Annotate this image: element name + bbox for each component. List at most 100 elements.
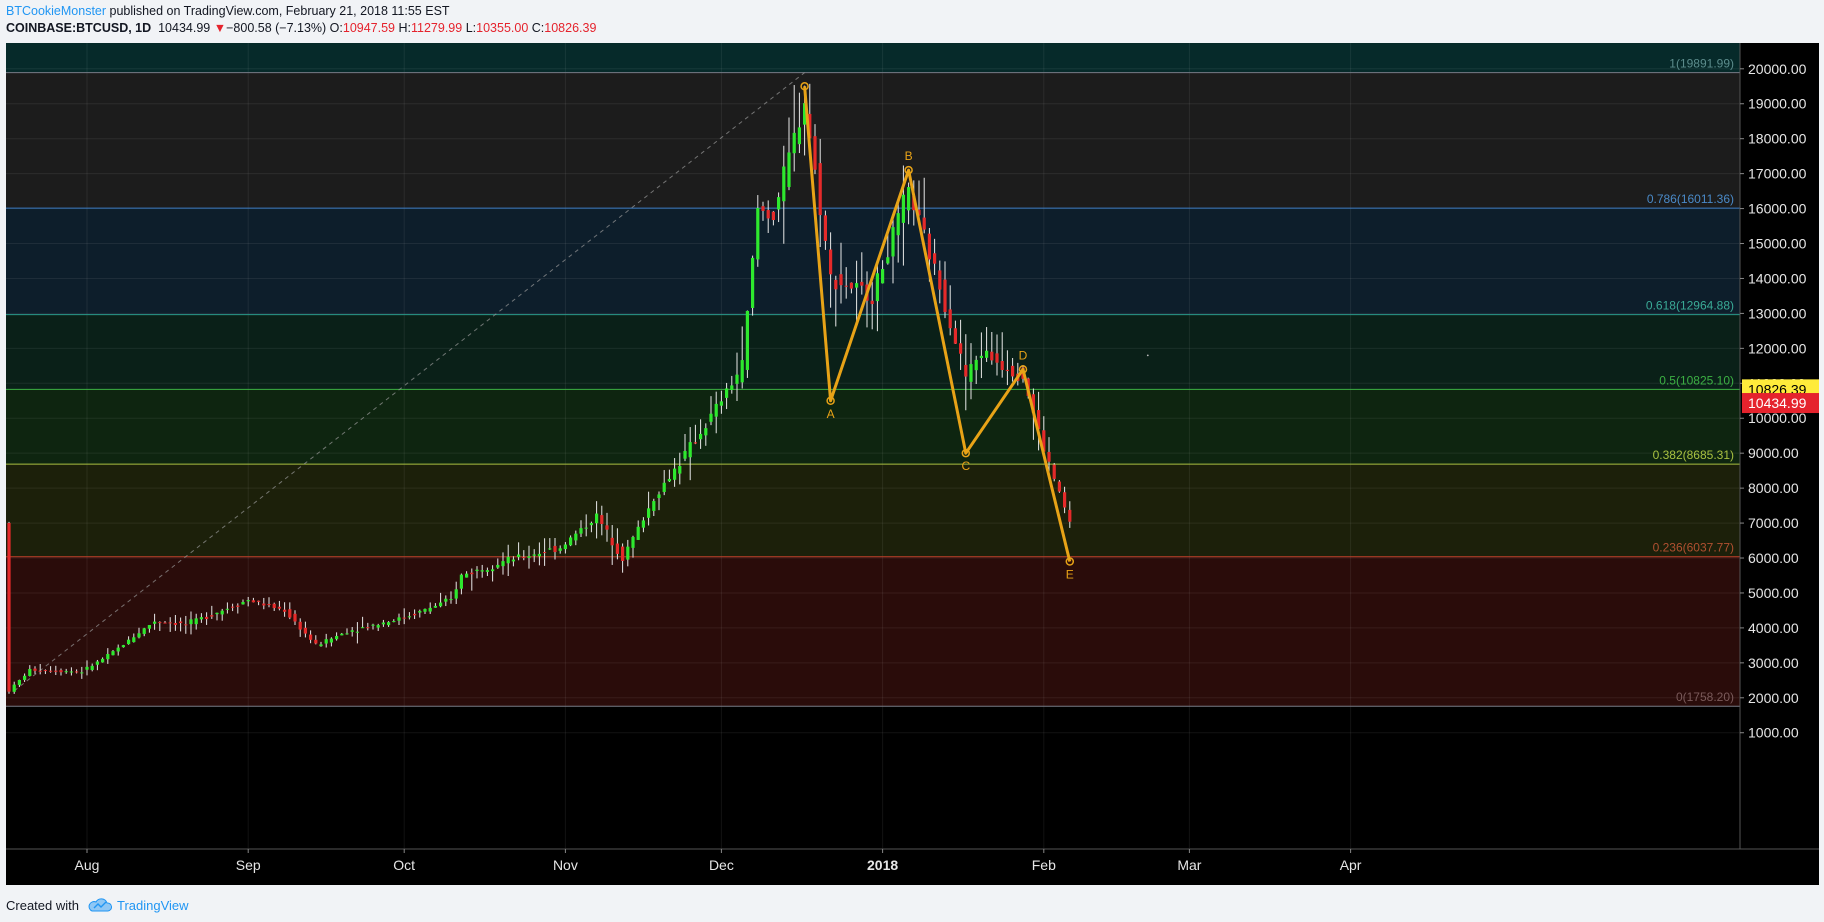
candle-body[interactable] xyxy=(943,279,947,313)
candle-body[interactable] xyxy=(475,569,479,572)
candle-body[interactable] xyxy=(350,630,354,632)
candle-body[interactable] xyxy=(517,554,521,558)
pattern-point[interactable] xyxy=(904,165,913,175)
candle-body[interactable] xyxy=(605,525,609,530)
candle-body[interactable] xyxy=(168,622,172,624)
candle-body[interactable] xyxy=(537,553,541,557)
candle-body[interactable] xyxy=(875,273,879,302)
candle-body[interactable] xyxy=(719,401,723,406)
candle-body[interactable] xyxy=(777,197,781,210)
candle-body[interactable] xyxy=(54,670,58,672)
candle-body[interactable] xyxy=(787,152,791,188)
candle-body[interactable] xyxy=(584,527,588,529)
candle-body[interactable] xyxy=(205,616,209,620)
candle-body[interactable] xyxy=(839,274,843,286)
candle-body[interactable] xyxy=(215,612,219,615)
candle-body[interactable] xyxy=(257,600,261,602)
candle-body[interactable] xyxy=(938,270,942,290)
candle-body[interactable] xyxy=(267,603,271,605)
candle-body[interactable] xyxy=(423,608,427,612)
candle-body[interactable] xyxy=(948,309,952,329)
candle-body[interactable] xyxy=(886,257,890,264)
candle-body[interactable] xyxy=(756,207,760,260)
candle-body[interactable] xyxy=(678,466,682,474)
candle-body[interactable] xyxy=(881,268,885,284)
candle-body[interactable] xyxy=(610,537,614,546)
candle-body[interactable] xyxy=(1068,509,1072,522)
candle-body[interactable] xyxy=(699,433,703,440)
candle-body[interactable] xyxy=(262,603,266,606)
candle-body[interactable] xyxy=(626,546,630,560)
candle-body[interactable] xyxy=(444,598,448,602)
candle-body[interactable] xyxy=(860,281,864,286)
pattern-point[interactable] xyxy=(1018,365,1028,374)
candle-body[interactable] xyxy=(891,227,895,257)
candle-body[interactable] xyxy=(184,624,188,626)
candle-body[interactable] xyxy=(319,644,323,647)
candle-body[interactable] xyxy=(792,132,796,154)
candle-body[interactable] xyxy=(735,374,739,384)
price-chart[interactable]: 1(19891.99) 0.786(16011.36) 0.618(12964.88… xyxy=(6,43,1819,885)
candle-body[interactable] xyxy=(236,605,240,607)
candle-body[interactable] xyxy=(111,651,115,656)
candle-body[interactable] xyxy=(849,282,853,289)
candle-body[interactable] xyxy=(59,670,63,673)
pattern-point[interactable] xyxy=(800,82,809,91)
candle-body[interactable] xyxy=(288,609,292,618)
candle-body[interactable] xyxy=(147,625,151,629)
candle-body[interactable] xyxy=(246,600,250,602)
candle-body[interactable] xyxy=(548,548,552,550)
candle-body[interactable] xyxy=(220,610,224,615)
candle-body[interactable] xyxy=(28,668,32,676)
candle-body[interactable] xyxy=(558,548,562,551)
candle-body[interactable] xyxy=(329,638,333,643)
candle-body[interactable] xyxy=(298,621,302,630)
harmonic-pattern-line[interactable] xyxy=(803,86,1072,562)
candle-body[interactable] xyxy=(922,217,926,230)
candle-body[interactable] xyxy=(907,187,911,211)
candle-body[interactable] xyxy=(766,210,770,219)
candle-body[interactable] xyxy=(704,428,708,436)
candle-body[interactable] xyxy=(371,624,375,626)
candle-body[interactable] xyxy=(454,589,458,599)
candle-body[interactable] xyxy=(470,572,474,575)
candle-body[interactable] xyxy=(615,543,619,554)
candle-body[interactable] xyxy=(137,633,141,638)
candle-body[interactable] xyxy=(324,639,328,644)
candle-body[interactable] xyxy=(969,364,973,382)
candle-body[interactable] xyxy=(901,194,905,223)
candle-body[interactable] xyxy=(844,285,848,287)
pattern-point[interactable] xyxy=(961,448,971,458)
candle-body[interactable] xyxy=(808,113,812,139)
pattern-point[interactable] xyxy=(826,396,835,406)
candle-body[interactable] xyxy=(189,619,193,625)
candle-body[interactable] xyxy=(709,413,713,422)
candle-body[interactable] xyxy=(392,621,396,623)
candle-body[interactable] xyxy=(69,671,73,673)
candle-body[interactable] xyxy=(381,622,385,625)
candle-body[interactable] xyxy=(402,617,406,619)
candle-body[interactable] xyxy=(657,494,661,499)
candle-body[interactable] xyxy=(361,627,365,629)
candle-body[interactable] xyxy=(995,353,999,363)
candle-body[interactable] xyxy=(480,570,484,572)
candle-body[interactable] xyxy=(241,601,245,605)
candle-body[interactable] xyxy=(7,522,11,692)
candle-body[interactable] xyxy=(418,610,422,613)
candle-body[interactable] xyxy=(823,215,827,241)
candle-body[interactable] xyxy=(855,283,859,288)
candle-body[interactable] xyxy=(277,606,281,609)
candle-body[interactable] xyxy=(953,328,957,344)
candle-body[interactable] xyxy=(12,684,16,692)
candle-body[interactable] xyxy=(428,607,432,612)
candle-body[interactable] xyxy=(33,668,37,671)
candle-body[interactable] xyxy=(589,522,593,526)
candle-body[interactable] xyxy=(132,637,136,643)
candle-body[interactable] xyxy=(1063,492,1067,508)
candle-body[interactable] xyxy=(636,526,640,540)
candle-body[interactable] xyxy=(413,613,417,616)
candle-body[interactable] xyxy=(745,310,749,370)
tradingview-link[interactable]: TradingView xyxy=(117,898,189,913)
candle-body[interactable] xyxy=(631,537,635,548)
candle-body[interactable] xyxy=(829,249,833,275)
